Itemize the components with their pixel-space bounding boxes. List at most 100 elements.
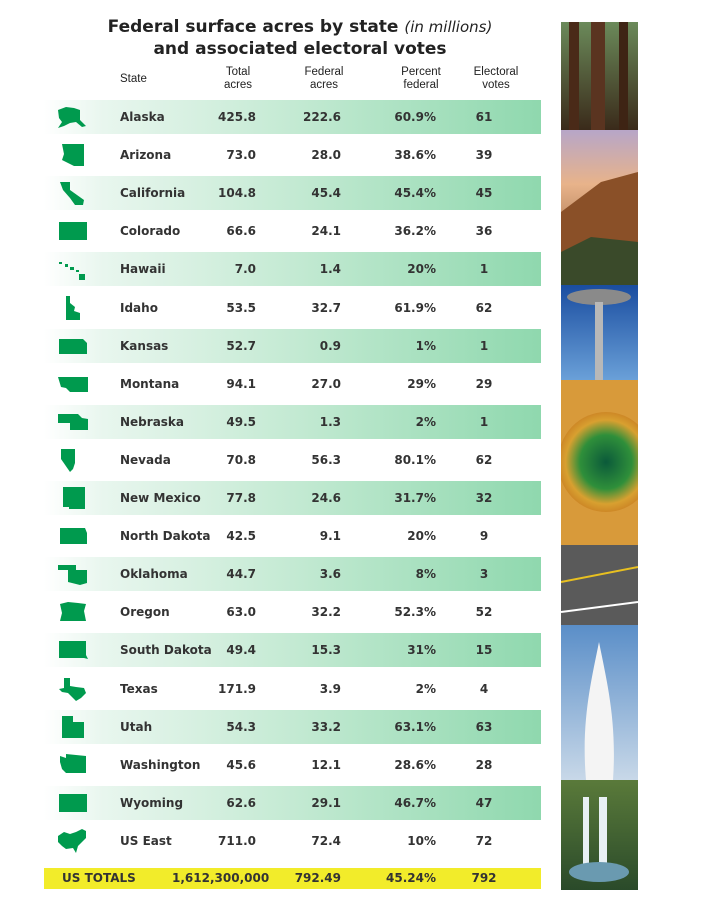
electoral-votes: 36: [475, 224, 493, 239]
federal-acres: 24.1: [311, 224, 341, 239]
table-row: New Mexico 77.8 24.6 31.7% 32: [44, 481, 541, 515]
state-name: Wyoming: [120, 795, 184, 810]
state-name: Alaska: [120, 110, 165, 124]
percent-federal: 80.1%: [394, 452, 436, 467]
state-name: Idaho: [120, 300, 158, 315]
header-electoral-votes: Electoral votes: [473, 66, 519, 91]
chart-title: Federal surface acres by state (in milli…: [80, 16, 520, 60]
percent-federal: 10%: [407, 833, 436, 848]
electoral-votes: 15: [475, 643, 493, 658]
state-name: Oregon: [120, 605, 170, 620]
state-name: Hawaii: [120, 262, 166, 277]
federal-acres: 27.0: [311, 376, 341, 391]
total-acres: 49.5: [226, 414, 256, 429]
electoral-votes: 4: [479, 681, 489, 696]
montana-icon: [56, 371, 90, 397]
electoral-votes: 61: [475, 110, 493, 124]
state-name: Texas: [120, 681, 158, 696]
table-row: Nevada 70.8 56.3 80.1% 62: [44, 443, 541, 477]
table-row: Texas 171.9 3.9 2% 4: [44, 672, 541, 706]
arizona-icon: [56, 142, 90, 168]
table-row: Idaho 53.5 32.7 61.9% 62: [44, 291, 541, 325]
federal-acres: 72.4: [311, 833, 341, 848]
table-row: Oklahoma 44.7 3.6 8% 3: [44, 557, 541, 592]
total-acres: 73.0: [226, 148, 256, 163]
nevada-icon: [56, 447, 90, 473]
total-acres: 104.8: [218, 186, 256, 201]
federal-acres: 3.6: [319, 567, 341, 582]
total-acres: 49.4: [226, 643, 256, 658]
photo-strip: [561, 22, 638, 890]
percent-federal: 38.6%: [394, 148, 436, 163]
totals-total-acres: 1,612,300,000: [172, 871, 270, 885]
total-acres: 45.6: [226, 757, 256, 772]
federal-acres: 12.1: [311, 757, 341, 772]
totals-row: US TOTALS 1,612,300,000 792.49 45.24% 79…: [44, 868, 541, 889]
geyser-photo: [561, 625, 638, 780]
percent-federal: 29%: [407, 376, 436, 391]
table-row: Hawaii 7.0 1.4 20% 1: [44, 252, 541, 287]
federal-acres: 0.9: [319, 338, 341, 353]
waterfall-photo: [561, 780, 638, 890]
hot-spring-photo: [561, 380, 638, 545]
table-row: Washington 45.6 12.1 28.6% 28: [44, 748, 541, 782]
state-name: Nevada: [120, 452, 171, 467]
table-row: US East 711.0 72.4 10% 72: [44, 824, 541, 858]
state-name: Utah: [120, 719, 153, 734]
percent-federal: 63.1%: [394, 719, 436, 734]
federal-acres: 28.0: [311, 148, 341, 163]
state-name: North Dakota: [120, 529, 211, 544]
oregon-icon: [56, 599, 90, 625]
electoral-votes: 9: [479, 529, 489, 544]
total-acres: 44.7: [226, 567, 256, 582]
header-total-acres: Total acres: [223, 66, 253, 91]
percent-federal: 45.4%: [394, 186, 436, 201]
federal-acres: 32.7: [311, 300, 341, 315]
total-acres: 62.6: [226, 795, 256, 810]
electoral-votes: 1: [479, 414, 489, 429]
table-row: North Dakota 42.5 9.1 20% 9: [44, 519, 541, 553]
federal-acres: 32.2: [311, 605, 341, 620]
federal-acres: 1.3: [319, 414, 341, 429]
electoral-votes: 45: [475, 186, 493, 201]
utah-icon: [56, 714, 90, 740]
total-acres: 52.7: [226, 338, 256, 353]
redwood-forest-photo: [561, 22, 638, 130]
title-units: (in millions): [404, 18, 493, 36]
us-east-icon: [56, 828, 90, 854]
state-name: Nebraska: [120, 414, 185, 429]
title-line2: and associated electoral votes: [153, 39, 447, 59]
table-row: South Dakota 49.4 15.3 31% 15: [44, 633, 541, 668]
table-row: California 104.8 45.4 45.4% 45: [44, 176, 541, 211]
percent-federal: 31%: [407, 643, 436, 658]
table-row: Nebraska 49.5 1.3 2% 1: [44, 404, 541, 439]
totals-federal-acres: 792.49: [294, 871, 341, 885]
electoral-votes: 1: [479, 338, 489, 353]
federal-acres: 3.9: [319, 681, 341, 696]
electoral-votes: 1: [479, 262, 489, 277]
percent-federal: 2%: [415, 681, 436, 696]
percent-federal: 28.6%: [394, 757, 436, 772]
table-row: Kansas 52.7 0.9 1% 1: [44, 328, 541, 363]
total-acres: 63.0: [226, 605, 256, 620]
south-dakota-icon: [56, 637, 90, 663]
total-acres: 711.0: [218, 833, 256, 848]
table-row: Alaska 425.8 222.6 60.9% 61: [44, 100, 541, 134]
totals-electoral-votes: 792: [471, 871, 497, 885]
electoral-votes: 3: [479, 567, 489, 582]
state-name: Montana: [120, 376, 180, 391]
federal-acres: 45.4: [311, 186, 341, 201]
new-mexico-icon: [56, 485, 90, 511]
percent-federal: 60.9%: [394, 110, 436, 124]
table-row: Wyoming 62.6 29.1 46.7% 47: [44, 785, 541, 820]
federal-acres: 15.3: [311, 643, 341, 658]
colorado-icon: [56, 218, 90, 244]
electoral-votes: 29: [475, 376, 493, 391]
federal-acres: 9.1: [319, 529, 341, 544]
percent-federal: 20%: [407, 529, 436, 544]
total-acres: 425.8: [218, 110, 256, 124]
percent-federal: 52.3%: [394, 605, 436, 620]
nebraska-icon: [56, 409, 90, 435]
title-line1: Federal surface acres by state: [107, 17, 399, 37]
percent-federal: 31.7%: [394, 491, 436, 505]
